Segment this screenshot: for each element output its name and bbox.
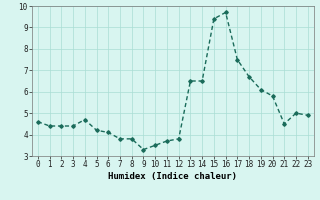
X-axis label: Humidex (Indice chaleur): Humidex (Indice chaleur) <box>108 172 237 181</box>
